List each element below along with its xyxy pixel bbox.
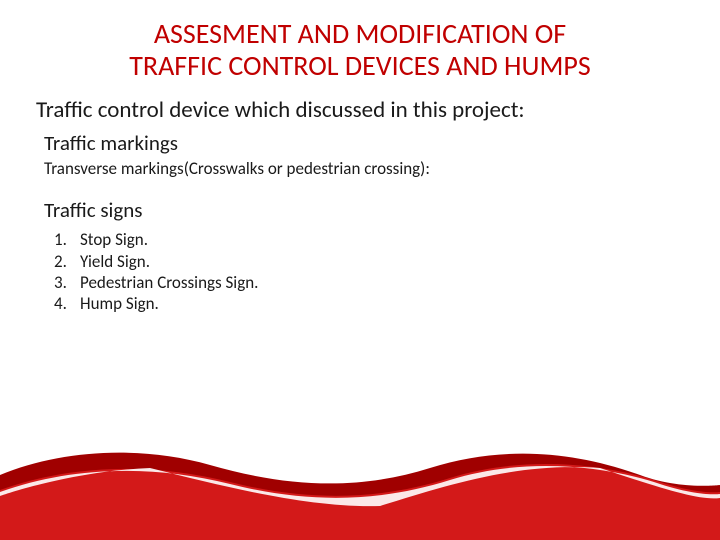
title-line-1: ASSESMENT AND MODIFICATION OF: [154, 16, 566, 51]
list-text: Stop Sign.: [80, 229, 148, 250]
title-line-2: TRAFFIC CONTROL DEVICES AND HUMPS: [129, 48, 590, 83]
list-num: 4.: [54, 293, 80, 314]
list-text: Yield Sign.: [80, 251, 150, 272]
slide-title: ASSESMENT AND MODIFICATION OF TRAFFIC CO…: [30, 18, 690, 82]
wave-svg: [0, 420, 720, 540]
list-item: 3. Pedestrian Crossings Sign.: [54, 272, 690, 293]
decorative-wave: [0, 420, 720, 540]
list-text: Pedestrian Crossings Sign.: [80, 272, 258, 293]
list-text: Hump Sign.: [80, 293, 159, 314]
list-num: 3.: [54, 272, 80, 293]
list-num: 1.: [54, 229, 80, 250]
section-1-desc: Transverse markings(Crosswalks or pedest…: [30, 158, 690, 179]
list-item: 2. Yield Sign.: [54, 251, 690, 272]
slide-subtitle: Traffic control device which discussed i…: [30, 96, 690, 124]
wave-highlight: [0, 466, 720, 506]
wave-main: [0, 464, 720, 540]
sign-list: 1. Stop Sign. 2. Yield Sign. 3. Pedestri…: [30, 229, 690, 314]
list-num: 2.: [54, 251, 80, 272]
wave-back: [0, 453, 720, 540]
section-2-heading: Traffic signs: [30, 197, 690, 223]
list-item: 1. Stop Sign.: [54, 229, 690, 250]
slide: ASSESMENT AND MODIFICATION OF TRAFFIC CO…: [0, 0, 720, 540]
section-1-heading: Traffic markings: [30, 130, 690, 156]
list-item: 4. Hump Sign.: [54, 293, 690, 314]
